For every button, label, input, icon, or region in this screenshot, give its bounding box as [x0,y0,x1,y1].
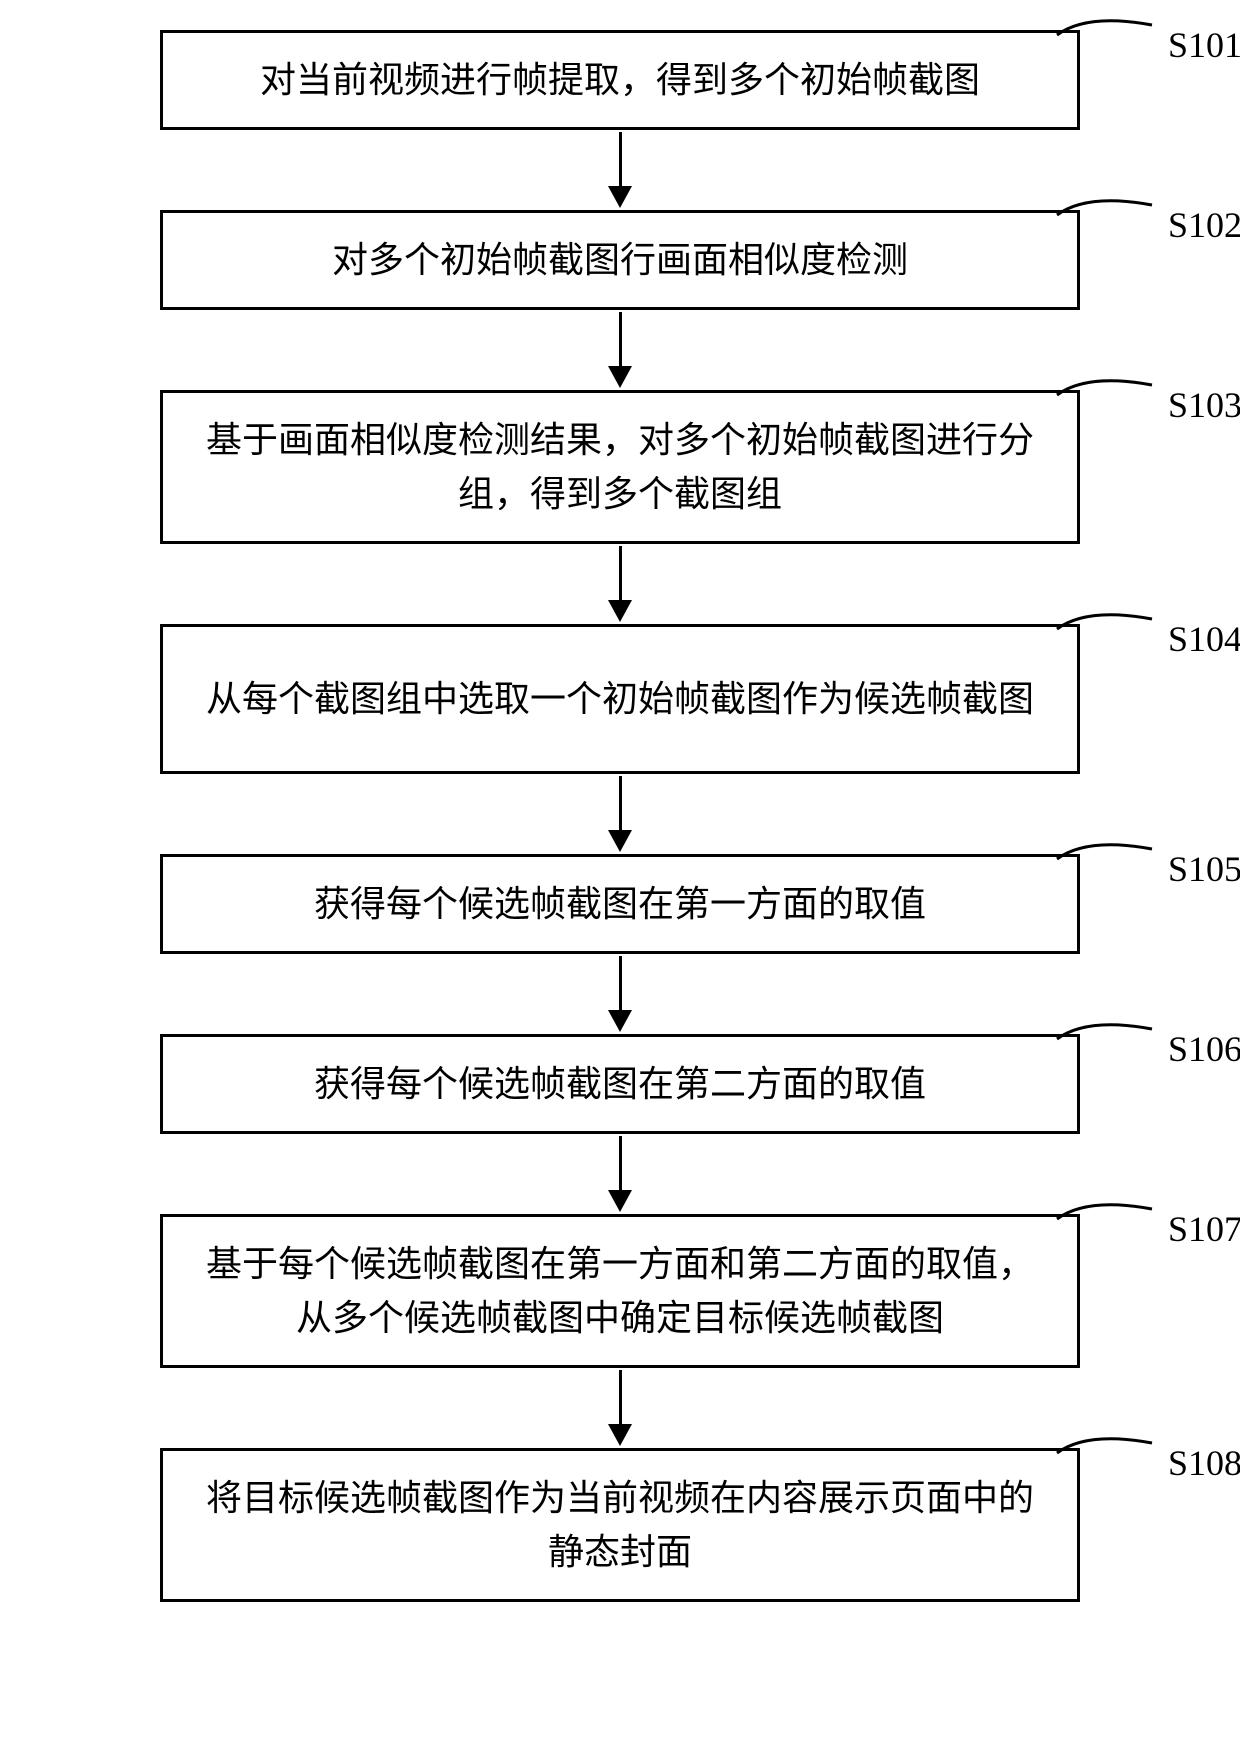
step-box-s104: 从每个截图组中选取一个初始帧截图作为候选帧截图S104 [160,624,1080,774]
step-wrapper-s107: 基于每个候选帧截图在第一方面和第二方面的取值，从多个候选帧截图中确定目标候选帧截… [40,1214,1200,1368]
step-text: 将目标候选帧截图作为当前视频在内容展示页面中的静态封面 [193,1471,1047,1579]
step-text: 对多个初始帧截图行画面相似度检测 [332,233,908,287]
label-connector-curve [1057,609,1197,669]
step-text: 获得每个候选帧截图在第一方面的取值 [314,877,926,931]
label-connector-curve [1057,15,1197,75]
label-connector-curve [1057,375,1197,435]
step-wrapper-s102: 对多个初始帧截图行画面相似度检测S102 [40,210,1200,310]
step-box-s101: 对当前视频进行帧提取，得到多个初始帧截图S101 [160,30,1080,130]
arrow-down-icon [608,544,632,624]
step-wrapper-s104: 从每个截图组中选取一个初始帧截图作为候选帧截图S104 [40,624,1200,774]
step-text: 对当前视频进行帧提取，得到多个初始帧截图 [260,53,980,107]
step-text: 获得每个候选帧截图在第二方面的取值 [314,1057,926,1111]
arrow-line [619,546,622,601]
arrow-head [608,1424,632,1446]
arrow-down-icon [608,130,632,210]
label-connector-curve [1057,839,1197,899]
arrow-line [619,1136,622,1191]
step-wrapper-s106: 获得每个候选帧截图在第二方面的取值S106 [40,1034,1200,1134]
step-wrapper-s101: 对当前视频进行帧提取，得到多个初始帧截图S101 [40,30,1200,130]
step-box-s106: 获得每个候选帧截图在第二方面的取值S106 [160,1034,1080,1134]
arrow-down-icon [608,1368,632,1448]
arrow-head [608,366,632,388]
step-box-s103: 基于画面相似度检测结果，对多个初始帧截图进行分组，得到多个截图组S103 [160,390,1080,544]
step-box-s108: 将目标候选帧截图作为当前视频在内容展示页面中的静态封面S108 [160,1448,1080,1602]
step-text: 基于每个候选帧截图在第一方面和第二方面的取值，从多个候选帧截图中确定目标候选帧截… [193,1237,1047,1345]
step-text: 基于画面相似度检测结果，对多个初始帧截图进行分组，得到多个截图组 [193,413,1047,521]
step-box-s107: 基于每个候选帧截图在第一方面和第二方面的取值，从多个候选帧截图中确定目标候选帧截… [160,1214,1080,1368]
arrow-line [619,776,622,831]
arrow-head [608,1010,632,1032]
arrow-down-icon [608,1134,632,1214]
arrow-head [608,1190,632,1212]
flowchart-container: 对当前视频进行帧提取，得到多个初始帧截图S101 对多个初始帧截图行画面相似度检测… [40,30,1200,1602]
step-text: 从每个截图组中选取一个初始帧截图作为候选帧截图 [206,672,1034,726]
arrow-head [608,186,632,208]
label-connector-curve [1057,1433,1197,1493]
label-connector-curve [1057,1199,1197,1259]
step-box-s102: 对多个初始帧截图行画面相似度检测S102 [160,210,1080,310]
arrow-head [608,830,632,852]
label-connector-curve [1057,1019,1197,1079]
arrow-line [619,956,622,1011]
arrow-head [608,600,632,622]
arrow-down-icon [608,310,632,390]
step-wrapper-s103: 基于画面相似度检测结果，对多个初始帧截图进行分组，得到多个截图组S103 [40,390,1200,544]
arrow-down-icon [608,954,632,1034]
arrow-line [619,1370,622,1425]
arrow-line [619,312,622,367]
label-connector-curve [1057,195,1197,255]
step-wrapper-s108: 将目标候选帧截图作为当前视频在内容展示页面中的静态封面S108 [40,1448,1200,1602]
step-box-s105: 获得每个候选帧截图在第一方面的取值S105 [160,854,1080,954]
step-wrapper-s105: 获得每个候选帧截图在第一方面的取值S105 [40,854,1200,954]
arrow-down-icon [608,774,632,854]
arrow-line [619,132,622,187]
